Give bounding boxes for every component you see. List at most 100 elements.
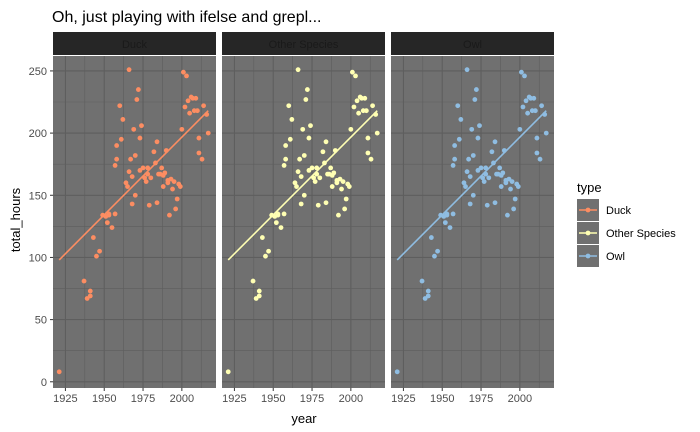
data-point [515, 184, 521, 189]
facet-strip [222, 32, 385, 55]
data-point [466, 156, 472, 162]
data-point [500, 170, 506, 176]
data-point [131, 126, 137, 132]
data-point [428, 235, 434, 240]
facet-strip-label: Other Species [269, 39, 339, 51]
legend-label: Other Species [606, 228, 676, 240]
data-point [435, 248, 440, 254]
data-point [450, 163, 456, 168]
data-point [292, 180, 298, 186]
data-point [283, 156, 289, 162]
data-point [114, 143, 120, 148]
data-point [151, 149, 157, 155]
legend-entry-other-species: Other Species [577, 222, 676, 244]
data-point [475, 135, 481, 141]
chart-title: Oh, just playing with ifelse and grepl..… [52, 9, 321, 26]
data-point [348, 126, 354, 132]
data-point [225, 369, 231, 375]
data-point [179, 126, 185, 132]
data-point [519, 69, 524, 75]
data-point [126, 169, 132, 175]
data-point [497, 165, 503, 171]
data-point [419, 278, 425, 284]
data-point [532, 108, 538, 114]
data-point [143, 179, 149, 184]
data-point [104, 220, 110, 226]
data-point [525, 110, 531, 116]
data-point [94, 253, 99, 259]
data-point [470, 153, 476, 158]
legend-entry-duck: Duck [577, 199, 632, 221]
data-point [444, 212, 450, 218]
legend-label: Owl [606, 251, 625, 263]
data-point [522, 73, 527, 79]
y-tick-label: 150 [29, 190, 47, 202]
y-tick-label: 100 [29, 252, 47, 264]
data-point [196, 135, 202, 141]
data-point [334, 180, 340, 186]
data-point [455, 103, 461, 109]
legend-key-point [585, 230, 591, 236]
data-point [187, 110, 193, 116]
data-point [97, 248, 102, 254]
data-point [266, 248, 271, 254]
x-tick-label: 1950 [92, 393, 116, 405]
x-tick-label: 2000 [508, 393, 532, 405]
data-point [309, 165, 315, 171]
data-point [114, 156, 120, 162]
data-point [450, 211, 456, 217]
data-point [452, 143, 458, 148]
data-point [135, 87, 141, 92]
data-point [464, 67, 470, 73]
data-point [154, 200, 160, 206]
data-point [154, 139, 160, 145]
data-point [174, 196, 180, 202]
facet-strip [53, 32, 216, 55]
trend-line [58, 110, 209, 261]
data-point [109, 225, 115, 230]
data-point [539, 103, 544, 109]
data-point [323, 200, 329, 206]
data-point [140, 165, 146, 171]
data-point [286, 103, 292, 109]
data-point [301, 192, 307, 198]
data-point [363, 108, 369, 114]
data-point [117, 103, 123, 109]
data-point [159, 165, 165, 171]
data-point [125, 184, 130, 189]
data-point [129, 174, 135, 180]
data-point [534, 135, 540, 141]
data-point [484, 202, 490, 208]
data-point [458, 117, 464, 122]
data-point [298, 201, 304, 207]
data-point [171, 179, 177, 184]
legend-entry-owl: Owl [577, 245, 625, 267]
data-point [452, 156, 458, 162]
data-point [201, 103, 206, 109]
facet-panel-other-species: Other Species 1925 1950 1975 2000 [222, 32, 385, 405]
data-point [531, 95, 537, 101]
data-point [356, 110, 362, 116]
data-point [205, 130, 211, 136]
data-point [461, 180, 467, 186]
legend-key-point [585, 253, 591, 259]
data-point [194, 108, 200, 114]
data-point [295, 67, 301, 73]
data-point [505, 212, 510, 218]
y-axis-title: total_hours [8, 187, 23, 252]
data-point [486, 175, 492, 181]
data-point [297, 156, 303, 162]
facet-strip-label: Owl [463, 39, 482, 51]
data-point [273, 220, 279, 226]
data-point [394, 369, 400, 375]
data-point [512, 196, 518, 202]
data-point [315, 202, 321, 208]
data-point [87, 288, 93, 294]
data-point [477, 123, 482, 129]
data-point [181, 69, 186, 75]
y-tick-label: 0 [41, 377, 47, 389]
facet-strip [391, 32, 554, 55]
x-axis-title: year [291, 411, 317, 426]
data-point [343, 196, 349, 202]
